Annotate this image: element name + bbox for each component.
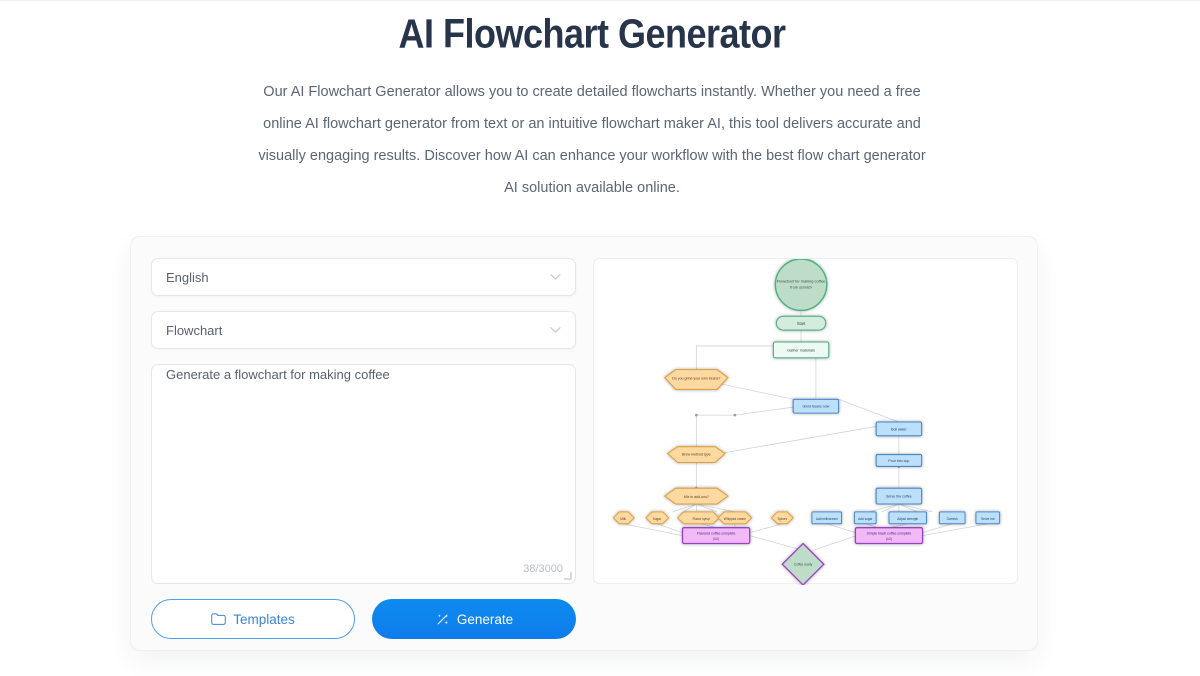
svg-text:Start: Start (797, 321, 807, 326)
svg-text:Gather materials: Gather materials (787, 348, 815, 352)
svg-text:Add milk/cream: Add milk/cream (816, 517, 838, 521)
svg-text:Simple black coffee complete: Simple black coffee complete (867, 532, 912, 536)
svg-text:Milk: Milk (620, 517, 626, 521)
svg-text:Sugar: Sugar (653, 517, 661, 521)
svg-text:Flavored coffee complete: Flavored coffee complete (697, 532, 736, 536)
svg-text:Do you grind your own beans?: Do you grind your own beans? (672, 377, 720, 381)
svg-text:Flowchart for making coffee: Flowchart for making coffee (777, 279, 826, 284)
svg-text:Whipped cream: Whipped cream (724, 517, 746, 521)
svg-text:Mix in add-ons?: Mix in add-ons? (684, 495, 709, 499)
svg-text:(v1): (v1) (713, 537, 719, 541)
svg-text:from scratch: from scratch (790, 285, 812, 290)
svg-text:Flavor syrup: Flavor syrup (693, 517, 711, 521)
svg-text:Grind beans now: Grind beans now (802, 405, 829, 409)
svg-text:(v2): (v2) (886, 537, 892, 541)
svg-text:Brew method type: Brew method type (682, 453, 711, 457)
svg-text:Spices: Spices (778, 517, 788, 521)
svg-text:Serve hot: Serve hot (981, 517, 995, 521)
svg-text:Serve the coffee: Serve the coffee (886, 495, 912, 499)
svg-text:Add sugar: Add sugar (858, 517, 872, 521)
svg-text:Pour into cup: Pour into cup (888, 459, 909, 463)
svg-text:Garnish: Garnish (947, 517, 958, 521)
svg-text:Boil water: Boil water (891, 427, 907, 431)
svg-text:Coffee ready: Coffee ready (794, 563, 813, 567)
svg-text:Adjust strength: Adjust strength (897, 517, 918, 521)
